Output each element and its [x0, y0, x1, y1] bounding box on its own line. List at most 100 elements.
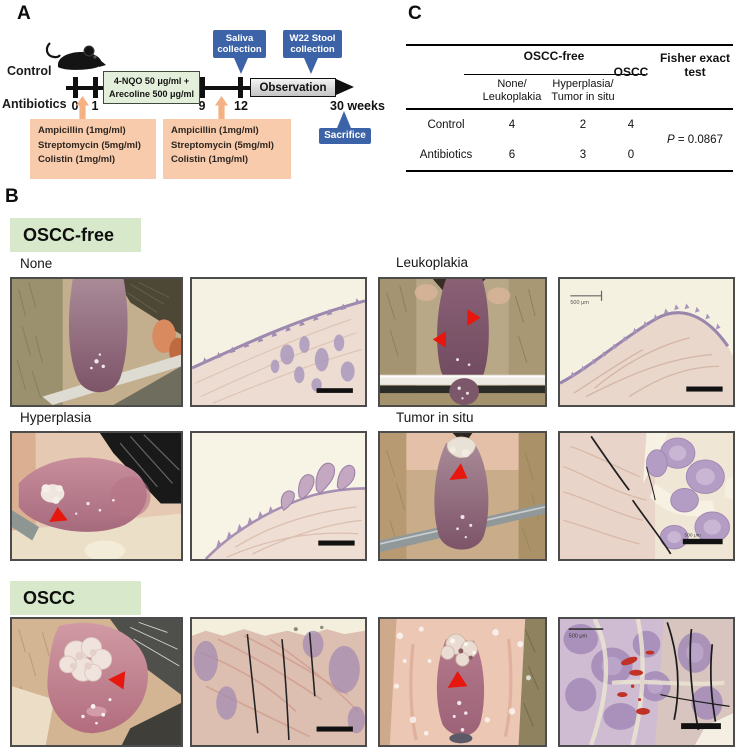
- subcol-none-line2: Leukoplakia: [482, 91, 542, 103]
- panel-a-label: A: [17, 3, 31, 24]
- subcol-hyperplasia-line2: Tumor in situ: [551, 91, 615, 103]
- photo-hyperplasia-gross: [10, 431, 183, 561]
- category-label-none: None: [20, 256, 53, 271]
- antibiotic-box-1: Ampicillin (1mg/ml) Streptomycin (5mg/ml…: [30, 119, 156, 179]
- photo-tumor-in-situ-gross: [378, 431, 547, 561]
- category-label-tumor-in-situ: Tumor in situ: [396, 410, 474, 425]
- treatment-box: 4-NQO 50 μg/ml + Arecoline 500 μg/ml: [103, 71, 200, 104]
- section-header-oscc-free: OSCC-free: [10, 218, 141, 252]
- section-header-oscc: OSCC: [10, 581, 141, 615]
- cell-antibiotics-hyperplasia: 3: [579, 149, 587, 161]
- antibiotic-arrow-2: [215, 96, 228, 119]
- cell-control-oscc: 4: [627, 119, 635, 131]
- row-label-antibiotics: Antibiotics: [419, 149, 473, 161]
- antibiotic-line: Colistin (1mg/ml): [38, 154, 116, 166]
- timeline-end-label: 30 weeks: [330, 99, 385, 113]
- scale-bar: [316, 726, 353, 732]
- scale-label: 500 μm: [569, 634, 588, 640]
- antibiotic-line: Ampicillin (1mg/ml): [38, 125, 126, 136]
- antibiotic-line: Streptomycin (5mg/ml): [38, 139, 141, 151]
- category-label-hyperplasia: Hyperplasia: [20, 410, 92, 425]
- treatment-line2: Arecoline 500 μg/ml: [108, 88, 195, 99]
- tongue-shape: [434, 443, 489, 550]
- scale-bar: [682, 538, 723, 545]
- red-arrowhead: [467, 309, 481, 327]
- col-header-fisher-line1: Fisher exact: [659, 51, 731, 65]
- panel-b-label: B: [5, 186, 19, 207]
- scale-bar: [686, 386, 723, 392]
- panel-c-label: C: [408, 3, 422, 24]
- timeline-arrowhead: [336, 79, 354, 95]
- group-label-control: Control: [7, 64, 52, 78]
- cell-control-none: 4: [508, 119, 516, 131]
- antibiotic-line: Colistin (1mg/ml): [171, 154, 249, 166]
- col-header-fisher-line2: test: [684, 65, 706, 79]
- red-arrowhead: [108, 671, 126, 690]
- photo-oscc-gross-2: [378, 617, 547, 747]
- saliva-collection-callout: Saliva collection: [213, 30, 266, 58]
- red-arrowhead: [449, 463, 468, 481]
- photo-leukoplakia-gross: [378, 277, 547, 407]
- tick-label-1: 1: [91, 99, 99, 113]
- tongue-shape: [436, 639, 485, 736]
- row-label-control: Control: [427, 119, 465, 131]
- red-arrowhead: [432, 331, 446, 348]
- panel-c: C OSCC-free OSCC Fisher exact test None/…: [400, 0, 737, 185]
- scale-bar: [318, 540, 355, 546]
- timeline-tick-9: [200, 77, 205, 98]
- scale-label: 500 μm: [570, 300, 589, 306]
- category-label-leukoplakia: Leukoplakia: [396, 255, 469, 270]
- col-header-oscc: OSCC: [613, 65, 649, 79]
- group-label-antibiotics: Antibiotics: [2, 97, 67, 111]
- observation-box: Observation: [250, 78, 336, 97]
- fisher-result: P = 0.0867: [667, 134, 723, 146]
- timeline-tick-12: [238, 77, 243, 98]
- fisher-p-value: = 0.0867: [674, 134, 723, 146]
- red-arrowhead: [49, 506, 68, 523]
- table-rule-bottom: [406, 170, 733, 173]
- tongue-shape: [437, 279, 489, 387]
- photo-leukoplakia-histology: 500 μm: [558, 277, 735, 407]
- cell-antibiotics-none: 6: [508, 149, 516, 161]
- sacrifice-pointer: [337, 111, 351, 128]
- scale-bar: [681, 723, 721, 730]
- cell-control-hyperplasia: 2: [579, 119, 587, 131]
- photo-tumor-in-situ-histology: 500 μm: [558, 431, 735, 561]
- scale-label: 500 μm: [685, 532, 701, 538]
- photo-none-gross: [10, 277, 183, 407]
- timeline-tick-1: [93, 77, 98, 98]
- tongue-shape: [68, 279, 128, 393]
- mouse-icon: [45, 42, 106, 70]
- photo-oscc-histology-2: 500 μm: [558, 617, 735, 747]
- photo-hyperplasia-histology: [190, 431, 367, 561]
- antibiotic-arrow-1: [76, 96, 89, 119]
- subcol-none-line1: None/: [497, 78, 527, 90]
- panel-b: B OSCC-free None Leukoplakia Hyperplasia…: [0, 185, 737, 753]
- subcol-hyperplasia-line1: Hyperplasia/: [552, 78, 614, 90]
- antibiotic-box-2: Ampicillin (1mg/ml) Streptomycin (5mg/ml…: [163, 119, 291, 179]
- tick-label-9: 9: [198, 99, 206, 113]
- red-arrowhead: [447, 671, 468, 688]
- treatment-line1: 4-NQO 50 μg/ml +: [113, 76, 190, 87]
- table-rule-mid: [406, 108, 733, 110]
- cell-antibiotics-oscc: 0: [627, 149, 635, 161]
- photo-oscc-histology-1: [190, 617, 367, 747]
- tick-label-0: 0: [71, 99, 79, 113]
- table-rule-group: [464, 74, 645, 76]
- panel-a: A Control Antibiotics 0 1 9 12 30 weeks …: [0, 0, 400, 185]
- timeline-tick-0: [73, 77, 78, 98]
- table-rule-top: [406, 44, 733, 47]
- scale-bar: [316, 388, 353, 393]
- stool-collection-callout: W22 Stool collection: [283, 30, 342, 58]
- stool-pointer: [304, 58, 318, 74]
- tongue-shape: [18, 457, 147, 532]
- antibiotic-line: Ampicillin (1mg/ml): [171, 125, 259, 136]
- col-group-oscc-free: OSCC-free: [523, 49, 585, 63]
- saliva-pointer: [234, 58, 248, 74]
- photo-oscc-gross-1: [10, 617, 183, 747]
- sacrifice-callout: Sacrifice: [319, 128, 371, 144]
- photo-none-histology: [190, 277, 367, 407]
- antibiotic-line: Streptomycin (5mg/ml): [171, 139, 274, 151]
- tick-label-12: 12: [234, 99, 248, 113]
